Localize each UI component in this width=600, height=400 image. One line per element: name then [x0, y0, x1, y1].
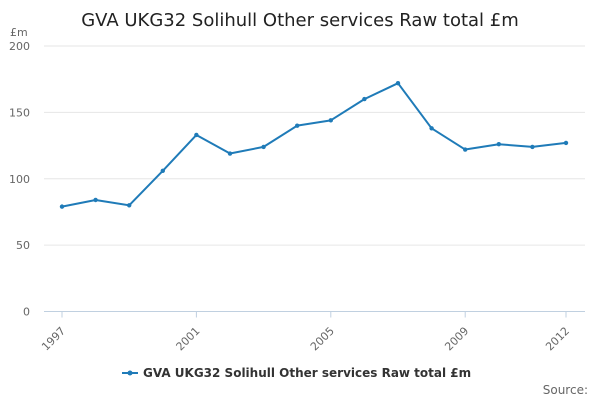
- x-tick-label-2012: 2012: [543, 324, 572, 353]
- y-tick-label-50: 50: [16, 239, 30, 252]
- data-point-2012[interactable]: [563, 140, 569, 146]
- x-tick-label-2009: 2009: [442, 324, 471, 353]
- data-point-2009[interactable]: [463, 147, 468, 152]
- x-axis-ticks: 1997 2001 2005 2009 2012: [39, 311, 572, 353]
- legend[interactable]: GVA UKG32 Solihull Other services Raw to…: [122, 366, 471, 380]
- y-tick-label-0: 0: [23, 306, 30, 319]
- data-point-2010[interactable]: [496, 142, 501, 147]
- chart-title: GVA UKG32 Solihull Other services Raw to…: [81, 10, 519, 31]
- data-point-2006[interactable]: [362, 96, 367, 102]
- data-point-1999[interactable]: [127, 203, 132, 208]
- legend-marker-swatch: [127, 370, 133, 376]
- y-axis-ticks: 0 50 100 150 200: [9, 40, 30, 319]
- x-tick-label-2001: 2001: [174, 324, 203, 353]
- y-tick-label-200: 200: [9, 40, 30, 53]
- series-layer: [59, 80, 569, 209]
- x-tick-label-2005: 2005: [308, 324, 337, 353]
- data-point-2007[interactable]: [395, 80, 401, 86]
- legend-entry-label: GVA UKG32 Solihull Other services Raw to…: [143, 366, 471, 380]
- source-label: Source:: [543, 383, 588, 397]
- data-point-2004[interactable]: [295, 123, 300, 128]
- data-point-2011[interactable]: [530, 144, 535, 150]
- data-point-2005[interactable]: [328, 118, 333, 123]
- y-axis-unit-label: £m: [10, 26, 28, 39]
- data-point-1998[interactable]: [93, 197, 98, 203]
- y-tick-label-150: 150: [9, 106, 30, 119]
- data-point-2001[interactable]: [194, 132, 199, 138]
- data-point-2002[interactable]: [227, 151, 233, 156]
- data-point-2008[interactable]: [429, 126, 434, 131]
- y-tick-label-100: 100: [9, 173, 30, 186]
- data-point-2003[interactable]: [261, 144, 266, 150]
- x-tick-label-1997: 1997: [39, 324, 68, 353]
- grid-lines: [44, 45, 585, 246]
- series-line-0[interactable]: [61, 82, 567, 208]
- data-point-1997[interactable]: [59, 204, 65, 209]
- data-point-2000[interactable]: [160, 168, 165, 173]
